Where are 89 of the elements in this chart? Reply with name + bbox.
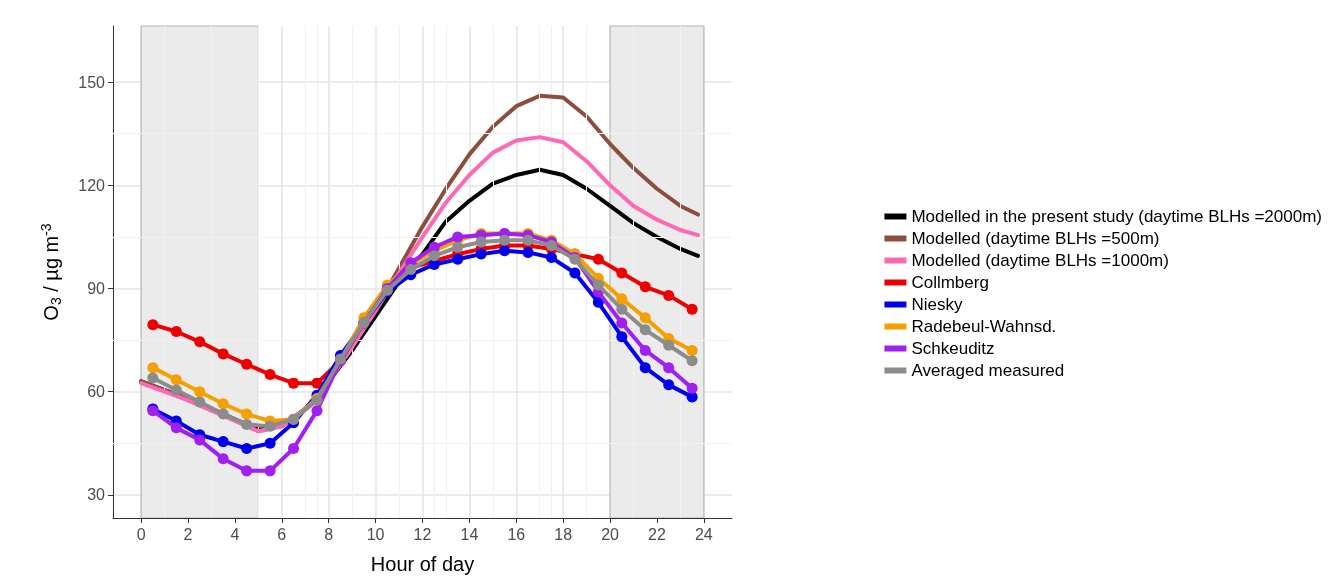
point [592, 253, 604, 265]
point [264, 420, 276, 432]
x-tick-label: 16 [507, 525, 526, 543]
y-tick-label: 60 [87, 383, 106, 401]
point [663, 379, 675, 391]
point [217, 453, 229, 465]
point [241, 418, 253, 430]
point [475, 248, 487, 260]
point [452, 253, 464, 265]
point [241, 408, 253, 420]
point [428, 250, 440, 262]
x-tick-label: 22 [648, 525, 666, 543]
point [639, 362, 651, 374]
point [217, 398, 229, 410]
point [639, 324, 651, 336]
point [499, 234, 511, 246]
point [288, 377, 300, 389]
legend-label: Niesky [911, 295, 963, 314]
point [686, 303, 698, 315]
y-tick-label: 30 [87, 486, 106, 504]
point [147, 362, 159, 374]
x-tick-label: 6 [277, 525, 287, 543]
point [663, 339, 675, 351]
point [264, 465, 276, 477]
legend-label: Modelled in the present study (daytime BLHs =2000m) [911, 207, 1322, 226]
point [194, 434, 206, 446]
point [522, 246, 534, 258]
point [616, 331, 628, 343]
point [170, 384, 182, 396]
point [639, 281, 651, 293]
legend-label: Averaged measured [911, 361, 1065, 380]
point [194, 336, 206, 348]
y-tick-label: 150 [78, 73, 106, 91]
point [170, 374, 182, 386]
y-axis-title: O3 / µg m-3 [38, 223, 64, 321]
legend-label: Modelled (daytime BLHs =500m) [911, 229, 1160, 248]
point [639, 344, 651, 356]
point [545, 252, 557, 264]
point [475, 236, 487, 248]
point [639, 312, 651, 324]
point [311, 405, 323, 417]
point [288, 443, 300, 454]
x-tick-label: 20 [601, 525, 620, 543]
x-axis-title: Hour of day [370, 553, 475, 575]
point [616, 317, 628, 329]
point [241, 443, 253, 454]
point [194, 396, 206, 408]
point [217, 408, 229, 420]
point [264, 369, 276, 381]
point [194, 386, 206, 398]
point [616, 303, 628, 315]
x-tick-label: 2 [183, 525, 193, 543]
y-tick-label: 120 [78, 176, 106, 194]
legend-label: Modelled (daytime BLHs =1000m) [911, 251, 1169, 270]
x-tick-label: 10 [366, 525, 385, 543]
point [147, 319, 159, 331]
point [569, 267, 581, 279]
x-tick-label: 0 [136, 525, 146, 543]
point [241, 358, 253, 370]
point [686, 355, 698, 367]
point [592, 279, 604, 291]
legend-label: Radebeul-Wahnsd. [911, 317, 1057, 336]
y-tick-label: 90 [87, 280, 106, 298]
point [170, 422, 182, 434]
x-tick-label: 12 [413, 525, 432, 543]
point [663, 289, 675, 301]
x-tick-label: 14 [460, 525, 479, 543]
point [663, 362, 675, 374]
legend-label: Collmberg [911, 273, 989, 292]
x-tick-label: 8 [324, 525, 334, 543]
point [686, 344, 698, 356]
point [686, 382, 698, 394]
point [217, 348, 229, 360]
point [217, 436, 229, 448]
point [241, 465, 253, 477]
point [452, 241, 464, 253]
point [170, 326, 182, 338]
point [499, 245, 511, 257]
point [264, 437, 276, 449]
point [616, 267, 628, 279]
point [616, 293, 628, 305]
point [545, 240, 557, 251]
x-tick-label: 18 [554, 525, 573, 543]
point [147, 372, 159, 384]
x-tick-label: 24 [694, 525, 713, 543]
legend-label: Schkeuditz [911, 339, 995, 358]
point [592, 296, 604, 308]
x-tick-label: 4 [230, 525, 240, 543]
point [522, 234, 534, 246]
